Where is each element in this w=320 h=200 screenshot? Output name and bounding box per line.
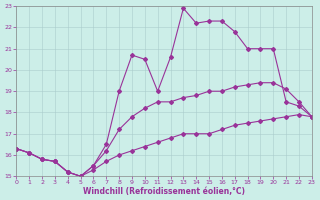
X-axis label: Windchill (Refroidissement éolien,°C): Windchill (Refroidissement éolien,°C) [83, 187, 245, 196]
